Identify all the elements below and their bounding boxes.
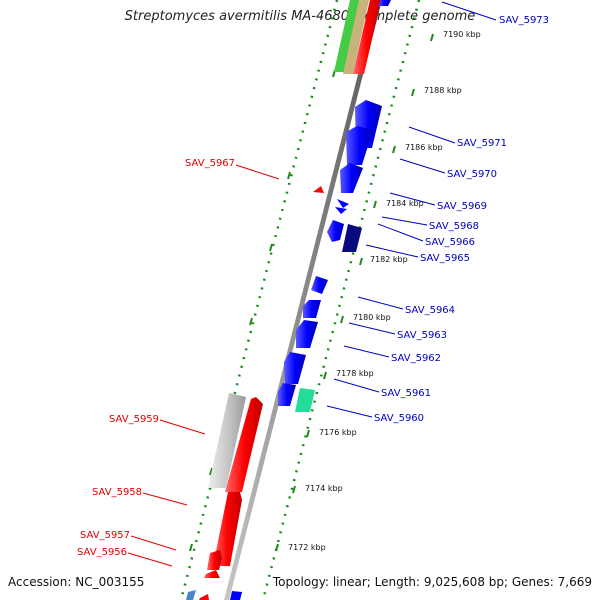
gene-sav5959-gray [208,393,246,488]
gene-label-right[interactable]: SAV_5964 [405,305,455,316]
gene-sav5967 [313,186,324,193]
gene-sav5962 [284,352,306,384]
gene-label-right[interactable]: SAV_5968 [429,221,479,232]
gene-sav5969-b [335,207,347,214]
tick-label: 7174 kbp [305,484,343,493]
gene-sav5961 [278,383,296,406]
gene-label-right[interactable]: SAV_5966 [425,237,475,248]
gene-sav5966 [327,220,344,242]
gene-label-left[interactable]: SAV_5967 [185,158,235,169]
dna-backbone [224,0,382,600]
tick-label: 7184 kbp [386,199,424,208]
gene-sav5969-a [337,199,349,208]
gene-label-left[interactable]: SAV_5956 [77,547,127,558]
gene-red-top [353,0,381,74]
tick-label: 7186 kbp [405,143,443,152]
genome-summary-text: Topology: linear; Length: 9,025,608 bp; … [272,575,592,589]
gene-label-right[interactable]: SAV_5961 [381,388,431,399]
gene-sav5956 [204,570,220,578]
gene-sav5964-b [303,300,321,318]
gene-sav5958 [213,492,242,566]
gene-tan [343,0,369,74]
right-scale-dashes [275,33,434,552]
genome-title: Streptomyces avermitilis MA-4680, comple… [124,9,476,24]
gene-label-right[interactable]: SAV_5965 [420,253,470,264]
left-leader-lines [127,164,280,567]
right-leader-lines [326,1,497,418]
gene-bottom-red [199,594,209,600]
tick-label: 7180 kbp [353,313,391,322]
gene-label-right[interactable]: SAV_5963 [397,330,447,341]
gene-bottom-blue [186,590,196,600]
reverse-strand-genes [230,0,391,600]
gene-top-blue [378,0,391,6]
tick-label: 7188 kbp [424,86,462,95]
gene-bottom-blue-right [230,591,242,600]
gene-sav5964-a [311,276,328,294]
tick-label: 7190 kbp [443,30,481,39]
gene-label-right[interactable]: SAV_5960 [374,413,424,424]
tick-label: 7182 kbp [370,255,408,264]
gene-sav5965 [342,224,362,252]
gene-sav5960 [295,388,315,412]
accession-text: Accession: NC_003155 [8,575,145,589]
gene-sav5959 [225,397,263,492]
gene-label-left[interactable]: SAV_5958 [92,487,142,498]
tick-label: 7172 kbp [288,543,326,552]
gene-label-right[interactable]: SAV_5962 [391,353,441,364]
forward-strand-genes [186,0,381,600]
tick-label: 7176 kbp [319,428,357,437]
gene-label-right[interactable]: SAV_5971 [457,138,507,149]
gene-sav5963 [296,320,318,348]
gene-label-left[interactable]: SAV_5957 [80,530,130,541]
gene-label-right[interactable]: SAV_5970 [447,169,497,180]
tick-label: 7178 kbp [336,369,374,378]
gene-label-left[interactable]: SAV_5959 [109,414,159,425]
gene-sav5970-b [340,163,363,193]
right-scale-line [261,0,421,600]
gene-sav5957 [207,550,222,570]
gene-label-right[interactable]: SAV_5973 [499,15,549,26]
gene-sav5970-a [346,126,373,165]
gene-label-right[interactable]: SAV_5969 [437,201,487,212]
gene-green [334,0,360,72]
